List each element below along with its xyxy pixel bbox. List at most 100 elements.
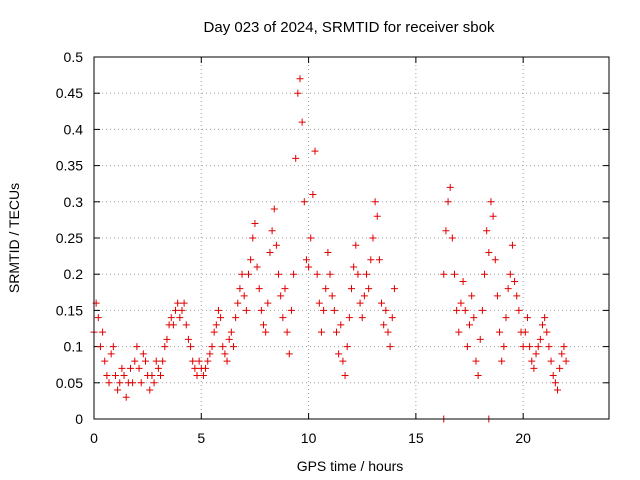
data-point (272, 241, 280, 249)
data-point (476, 335, 484, 343)
y-tick-label: 0 (75, 411, 83, 427)
data-point (174, 299, 182, 307)
data-point (122, 393, 130, 401)
data-point (350, 263, 358, 271)
data-point (461, 306, 469, 314)
data-point (223, 357, 231, 365)
data-point (360, 292, 368, 300)
ticks: 0 0.05 0.1 0.15 0.2 0.25 0.3 0.35 0.4 0.45 0.5 0 5 10… (56, 49, 609, 446)
data-point (118, 364, 126, 372)
data-point (268, 227, 276, 235)
data-point (229, 343, 237, 351)
data-point (249, 234, 257, 242)
data-point (287, 306, 295, 314)
data-point (167, 314, 175, 322)
data-point (234, 299, 242, 307)
data-point (221, 350, 229, 358)
data-point (532, 350, 540, 358)
data-point (474, 372, 482, 380)
data-point (363, 270, 371, 278)
data-point (159, 357, 167, 365)
grid (94, 57, 609, 419)
chart-title: Day 023 of 2024, SRMTID for receiver sbo… (204, 19, 495, 36)
data-point (352, 241, 360, 249)
data-point (157, 372, 165, 380)
data-point (508, 241, 516, 249)
data-point (133, 343, 141, 351)
data-point (335, 350, 343, 358)
data-point (240, 292, 248, 300)
data-point (260, 321, 268, 329)
data-point (305, 263, 313, 271)
data-point (251, 220, 259, 228)
data-point (337, 321, 345, 329)
data-point (296, 75, 304, 83)
data-point (202, 364, 210, 372)
data-point (131, 357, 139, 365)
data-point (150, 379, 158, 387)
data-point (440, 270, 448, 278)
data-point (135, 364, 143, 372)
data-point (365, 285, 373, 293)
data-point (176, 314, 184, 322)
data-point (320, 306, 328, 314)
data-point (182, 321, 190, 329)
data-point (105, 379, 113, 387)
data-point (161, 343, 169, 351)
data-point (491, 256, 499, 264)
data-point (94, 314, 102, 322)
x-tick-label: 10 (301, 430, 317, 446)
data-point (455, 328, 463, 336)
data-point (279, 314, 287, 322)
data-point (109, 343, 117, 351)
data-point (96, 343, 104, 351)
data-point (317, 328, 325, 336)
data-point (178, 306, 186, 314)
data-point (212, 321, 220, 329)
data-point (380, 321, 388, 329)
data-point (126, 364, 134, 372)
data-point (266, 248, 274, 256)
data-point (264, 299, 272, 307)
data-point (275, 270, 283, 278)
data-point (528, 357, 536, 365)
data-point (238, 270, 246, 278)
data-point (255, 285, 263, 293)
data-point (292, 154, 300, 162)
data-point (463, 343, 471, 351)
data-point (453, 306, 461, 314)
data-point (103, 372, 111, 380)
data-point (281, 285, 289, 293)
data-point (214, 306, 222, 314)
data-point (547, 357, 555, 365)
data-points (90, 75, 570, 423)
data-point (154, 364, 162, 372)
data-point (180, 299, 188, 307)
data-point (369, 234, 377, 242)
data-point (549, 372, 557, 380)
data-point (536, 335, 544, 343)
data-point (277, 292, 285, 300)
data-point (444, 198, 452, 206)
data-point (560, 343, 568, 351)
data-point (245, 270, 252, 278)
data-point (227, 328, 235, 336)
data-point (142, 357, 149, 365)
data-point (217, 314, 225, 322)
data-point (373, 212, 381, 220)
data-point (502, 314, 510, 322)
y-tick-label: 0.5 (64, 49, 84, 65)
data-point (137, 379, 145, 387)
data-point (511, 277, 519, 285)
data-point (541, 314, 549, 322)
data-point (371, 198, 379, 206)
data-point (367, 256, 375, 264)
data-point (489, 212, 497, 220)
data-point (545, 343, 553, 351)
data-point (504, 285, 512, 293)
x-axis-label: GPS time / hours (297, 458, 404, 474)
data-point (324, 248, 332, 256)
data-point (210, 328, 218, 336)
data-point (538, 321, 546, 329)
